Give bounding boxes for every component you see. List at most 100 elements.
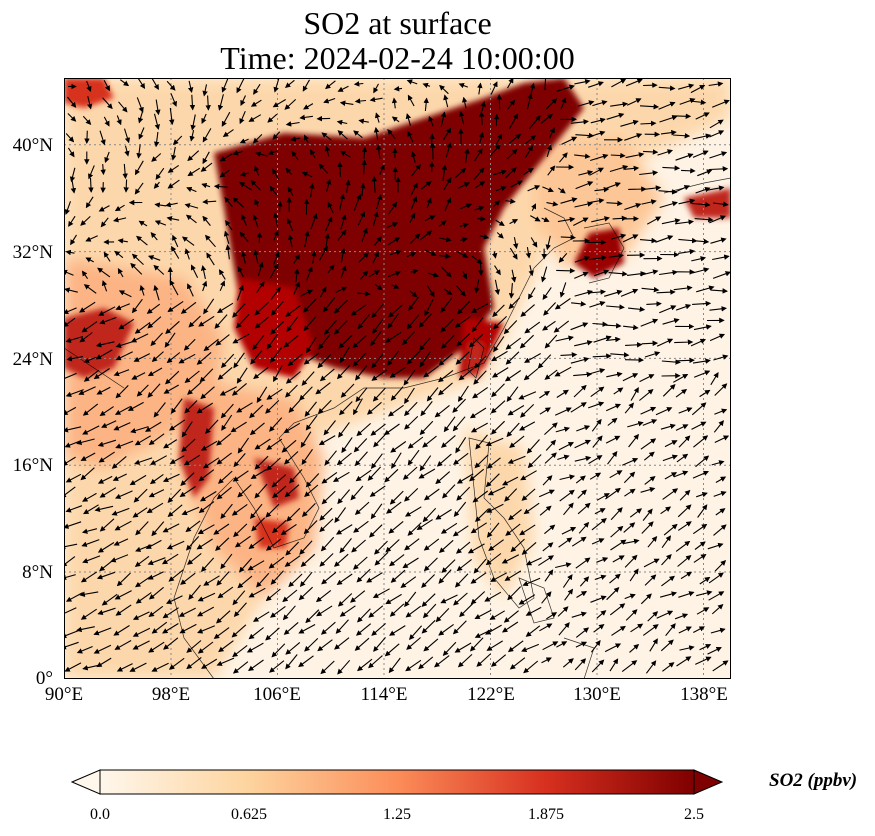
wind-arrow [273,78,280,93]
wind-arrow [391,97,398,109]
wind-arrow [469,468,485,482]
wind-arrow [461,96,468,109]
wind-arrow [146,303,161,314]
wind-arrow [353,193,362,211]
wind-arrow [689,99,707,105]
wind-arrow [333,299,348,314]
wind-arrow [332,471,350,482]
wind-arrow [148,433,165,446]
wind-arrow [254,455,269,470]
wind-arrow [570,119,589,125]
wind-arrow [673,185,690,193]
wind-arrow [322,297,336,313]
wind-arrow [705,185,725,191]
wind-arrow [405,113,412,126]
wind-arrow [709,306,727,312]
wind-arrow [151,153,162,162]
wind-arrow [352,352,367,367]
wind-arrow [424,249,437,256]
wind-arrow [373,236,382,246]
wind-arrow [639,374,655,383]
wind-arrow [78,386,96,395]
wind-arrow [201,280,208,292]
wind-arrow [353,81,364,87]
wind-arrow [150,232,158,241]
wind-arrow [697,169,713,177]
wind-arrow [311,250,317,264]
wind-arrow [318,435,336,446]
wind-arrow [419,351,431,368]
wind-arrow [696,285,715,293]
wind-arrow [189,129,195,142]
wind-arrow [388,201,398,215]
wind-arrow [554,366,572,377]
wind-arrow [151,78,159,91]
wind-arrow [376,194,383,210]
wind-arrow [273,229,279,241]
wind-arrow [184,400,198,414]
lon-tick-122e: 122°E [467,684,515,705]
colorbar-label: SO2 (ppbv) [769,770,858,791]
wind-arrow [490,400,506,414]
wind-arrow [656,338,674,347]
wind-arrow [220,403,234,419]
wind-arrow [409,212,416,224]
wind-arrow [715,508,726,516]
wind-arrow [184,370,200,383]
wind-arrow [303,134,309,144]
wind-arrow [571,301,587,307]
wind-arrow [200,386,215,400]
wind-arrow [558,442,574,451]
wind-arrow [323,97,336,104]
wind-arrow [285,167,293,176]
wind-arrow [79,301,96,313]
wind-arrow [655,235,674,243]
wind-arrow [167,488,182,503]
wind-arrow [323,320,337,335]
wind-arrow [523,168,534,176]
wind-arrow [306,266,313,281]
wind-arrow [171,245,180,259]
wind-arrow [339,100,354,106]
wind-arrow [604,289,623,297]
wind-arrow [97,267,111,278]
wind-arrow [324,450,337,466]
wind-arrow [252,334,265,351]
wind-arrow [489,144,501,157]
wind-arrow [493,316,507,330]
wind-arrow [714,408,728,415]
wind-arrow [496,94,503,110]
wind-arrow [190,114,196,131]
wind-arrow [373,433,387,448]
wind-arrow [402,331,416,346]
wind-arrow [387,350,400,366]
wind-arrow [372,318,384,334]
wind-arrow [266,438,283,451]
wind-arrow [426,197,432,209]
wind-arrow [147,316,162,329]
wind-arrow [659,201,678,209]
wind-arrow [695,112,710,120]
wind-arrow [183,338,196,351]
wind-arrow [427,272,440,278]
wind-arrow [659,115,678,123]
wind-arrow [553,320,570,333]
wind-arrow [404,506,422,517]
wind-arrow [215,334,230,346]
wind-arrow [231,503,248,516]
wind-arrow [199,368,214,383]
wind-arrow [198,315,215,327]
wind-arrow [239,110,246,125]
wind-arrow [542,320,556,331]
wind-arrow [203,298,215,315]
wind-arrow [693,370,711,378]
wind-arrow [674,339,694,345]
wind-arrow [473,370,487,385]
wind-arrow [170,398,183,414]
wind-arrow [539,505,552,516]
wind-arrow [88,177,94,193]
wind-arrow [112,473,127,481]
wind-arrow [196,351,212,365]
wind-arrow [65,133,75,143]
wind-arrow [678,248,696,255]
